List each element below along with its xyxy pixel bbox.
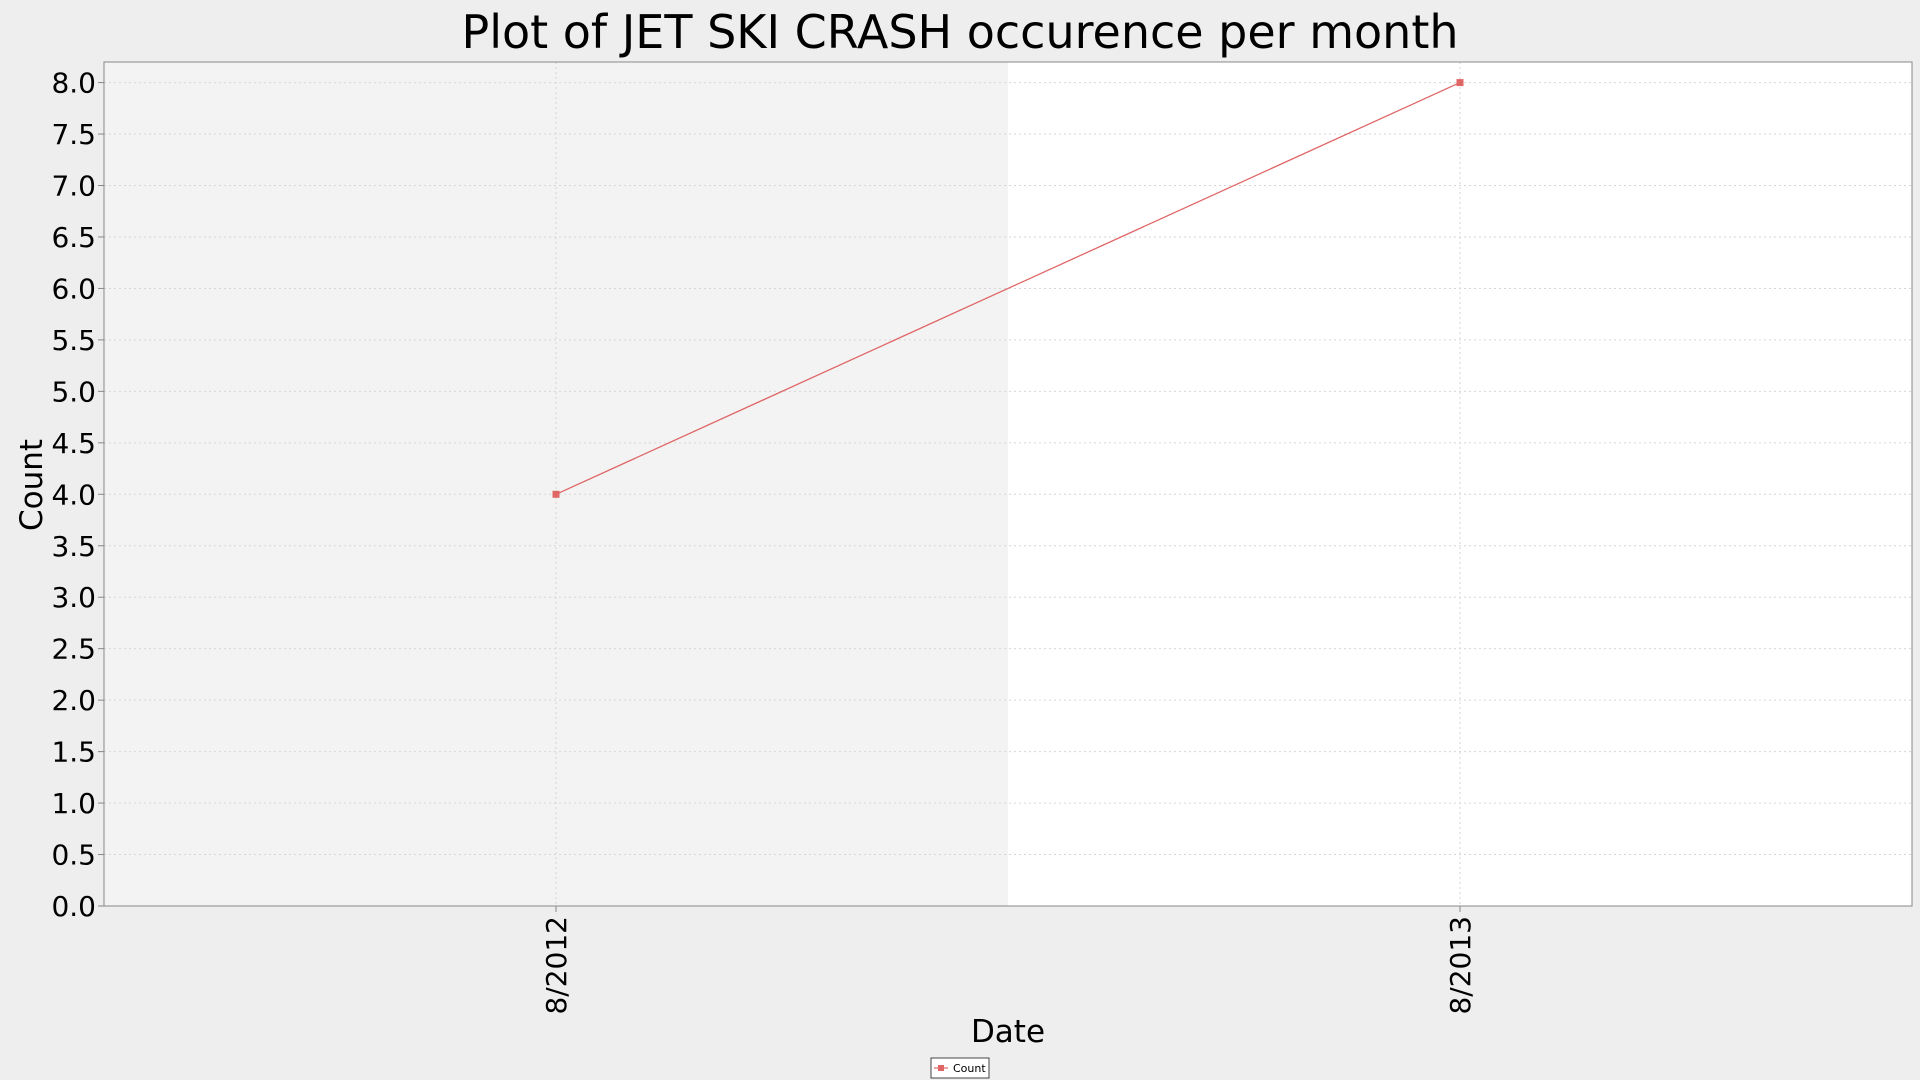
- y-tick-label: 5.5: [51, 324, 96, 357]
- data-point: [1456, 79, 1464, 87]
- x-tick-label: 8/2013: [1444, 916, 1477, 1015]
- x-axis-label: Date: [971, 1014, 1045, 1050]
- y-tick-label: 5.0: [51, 375, 96, 408]
- y-tick-label: 4.5: [51, 427, 96, 460]
- y-tick-label: 4.0: [51, 478, 96, 511]
- y-tick-label: 6.0: [51, 272, 96, 305]
- legend-label: Count: [953, 1062, 986, 1075]
- y-tick-label: 7.0: [51, 170, 96, 203]
- y-tick-label: 0.0: [51, 890, 96, 923]
- y-tick-label: 1.0: [51, 787, 96, 820]
- plot-background: [104, 62, 1912, 906]
- legend-box: [930, 1057, 990, 1079]
- y-tick-label: 8.0: [51, 67, 96, 100]
- series-line-1: [555, 81, 1461, 495]
- y-tick-label: 7.5: [51, 118, 96, 151]
- y-tick-label: 1.5: [51, 736, 96, 769]
- chart-title: Plot of JET SKI CRASH occurence per mont…: [461, 5, 1458, 59]
- x-tick-labels: 8/2012 8/2013: [540, 916, 1477, 1015]
- data-point: [552, 490, 560, 498]
- y-tick-label: 2.5: [51, 633, 96, 666]
- series-layer: [552, 79, 1464, 498]
- x-tick-label: 8/2012: [540, 916, 573, 1015]
- axes: [103, 61, 1913, 907]
- legend-point-marker: [938, 1065, 944, 1071]
- plot-frame: [103, 61, 1913, 907]
- y-tick-label: 0.5: [51, 839, 96, 872]
- y-tick-label: 2.0: [51, 684, 96, 717]
- y-tick-label: 3.5: [51, 530, 96, 563]
- y-tick-label: 3.0: [51, 581, 96, 614]
- y-tick-labels: 0.0 0.5 1.0 1.5 2.0 2.5 3.0 3.5 4.0 4.5 5.0 5.5 6.0 6…: [51, 67, 96, 923]
- y-tick-label: 6.5: [51, 221, 96, 254]
- legend: Count: [930, 1057, 990, 1079]
- gridlines: [98, 62, 1912, 912]
- y-axis-label: Count: [14, 439, 50, 531]
